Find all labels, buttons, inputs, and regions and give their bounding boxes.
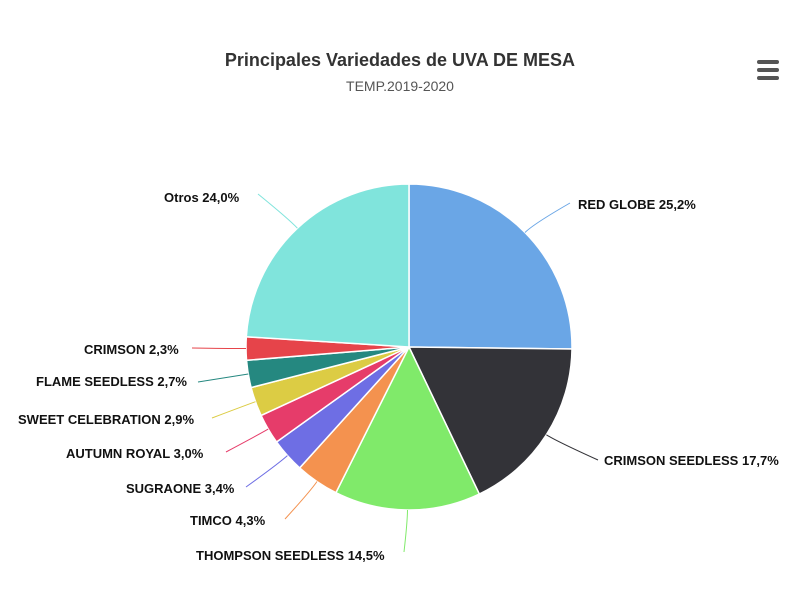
connector-line <box>197 373 249 383</box>
slice-label: FLAME SEEDLESS 2,7% <box>36 374 187 389</box>
hamburger-menu-icon[interactable] <box>755 58 781 82</box>
connector-line <box>225 428 269 453</box>
connector-line <box>257 193 298 229</box>
slice-label: Otros 24,0% <box>164 190 240 205</box>
chart-subtitle: TEMP.2019-2020 <box>346 78 454 94</box>
pie-slice[interactable] <box>334 345 481 511</box>
connector-line <box>524 202 571 233</box>
chart-title: Principales Variedades de UVA DE MESA <box>224 50 576 70</box>
slice-label: AUTUMN ROYAL 3,0% <box>66 446 204 461</box>
connector-line <box>284 481 318 520</box>
slice-label: THOMPSON SEEDLESS 14,5% <box>196 548 385 563</box>
connector-line <box>191 347 247 350</box>
connector-line <box>546 434 599 461</box>
slice-label: TIMCO 4,3% <box>190 513 266 528</box>
pie-slice[interactable] <box>407 346 573 496</box>
connector-line <box>403 509 408 553</box>
pie-slice[interactable] <box>245 183 410 348</box>
slice-label: SWEET CELEBRATION 2,9% <box>18 412 194 427</box>
connector-line <box>211 401 256 419</box>
connector-line <box>245 455 288 488</box>
slice-label: CRIMSON 2,3% <box>84 342 179 357</box>
slice-label: RED GLOBE 25,2% <box>578 197 696 212</box>
slice-label: SUGRAONE 3,4% <box>126 481 235 496</box>
pie-slice[interactable] <box>408 183 573 350</box>
slice-label: CRIMSON SEEDLESS 17,7% <box>604 453 779 468</box>
